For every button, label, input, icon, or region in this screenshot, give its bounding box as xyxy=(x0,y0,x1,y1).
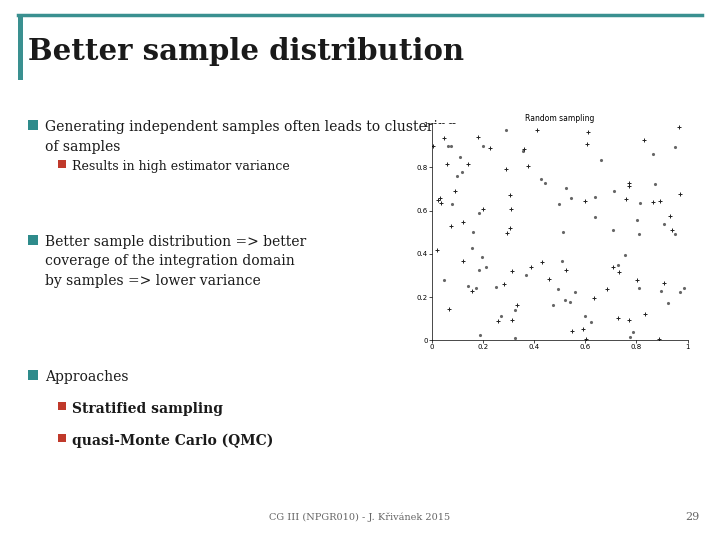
Bar xyxy=(28,235,38,245)
Bar xyxy=(28,370,38,380)
Text: Better sample distribution => better
coverage of the integration domain
by sampl: Better sample distribution => better cov… xyxy=(45,235,306,288)
Bar xyxy=(28,120,38,130)
Text: 29: 29 xyxy=(685,512,700,522)
Bar xyxy=(58,434,66,442)
Text: CG III (NPGR010) - J. Křivánek 2015: CG III (NPGR010) - J. Křivánek 2015 xyxy=(269,512,451,522)
Text: Better sample distribution: Better sample distribution xyxy=(28,37,464,66)
Text: quasi-Monte Carlo (QMC): quasi-Monte Carlo (QMC) xyxy=(72,434,274,448)
Title: Random sampling: Random sampling xyxy=(525,114,595,124)
Bar xyxy=(58,402,66,410)
Text: Approaches: Approaches xyxy=(45,370,128,384)
Bar xyxy=(18,15,23,80)
Text: Stratified sampling: Stratified sampling xyxy=(72,402,223,416)
Bar xyxy=(58,160,66,168)
Text: Generating independent samples often leads to clustering
of samples: Generating independent samples often lea… xyxy=(45,120,456,153)
Text: Results in high estimator variance: Results in high estimator variance xyxy=(72,160,289,173)
